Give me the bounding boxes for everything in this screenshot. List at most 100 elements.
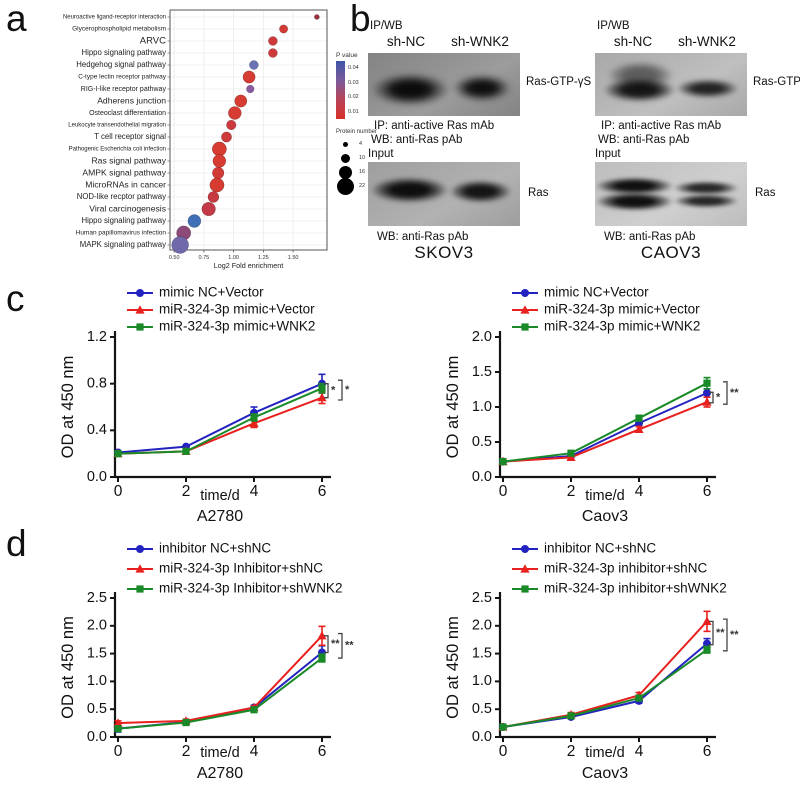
data-point bbox=[113, 718, 123, 727]
ip-caption-1: IP: anti-active Ras mAb bbox=[601, 120, 722, 132]
legend-label: miR-324-3p mimic+Vector bbox=[544, 302, 700, 317]
data-point bbox=[318, 654, 326, 662]
protein-number-row: 4 bbox=[336, 137, 398, 151]
axes: 0.0 0.4 0.8 1.2 0 2 4 6 OD at 450 nm time/d A2780 bbox=[59, 329, 331, 525]
legend-label: miR-324-3p mimic+WNK2 bbox=[544, 319, 700, 334]
sig-stars: ** bbox=[730, 387, 739, 399]
bubble-point bbox=[268, 36, 278, 46]
sig-bracket bbox=[709, 620, 714, 646]
y-axis-title: OD at 450 nm bbox=[59, 616, 77, 719]
pathway-label: MAPK signaling pathway bbox=[80, 240, 166, 249]
data-point bbox=[520, 564, 530, 573]
band-label-ras: Ras bbox=[755, 187, 776, 199]
lane-label-sh-nc: sh-NC bbox=[386, 34, 426, 49]
bubble-point bbox=[207, 191, 220, 203]
bubble-point bbox=[314, 14, 320, 20]
axes: 0.0 0.5 1.0 1.5 2.0 2.5 0 2 4 6 OD at 450 nm time/d… bbox=[59, 590, 331, 782]
band-label-ras-gtp: Ras-GTP-γS bbox=[753, 76, 800, 88]
sig-bracket bbox=[338, 632, 343, 659]
y-tick-label: 1.0 bbox=[472, 399, 492, 415]
x-tick-label: 4 bbox=[635, 743, 644, 760]
cell-line-name: CAOV3 bbox=[640, 243, 702, 262]
series-line bbox=[502, 648, 708, 728]
sig-stars: ** bbox=[716, 627, 725, 639]
legend-label: mimic NC+Vector bbox=[159, 285, 264, 300]
y-tick-label: 0.5 bbox=[87, 701, 107, 717]
sig-stars: ** bbox=[730, 629, 739, 641]
data-point bbox=[136, 289, 144, 297]
blot-band bbox=[369, 177, 449, 203]
data-point bbox=[634, 424, 644, 433]
sig-bracket bbox=[324, 635, 329, 654]
chart-legend: inhibitor NC+shNC miR-324-3p inhibitor+sh… bbox=[512, 541, 727, 596]
sig-bracket bbox=[709, 391, 714, 404]
data-point bbox=[702, 397, 712, 406]
data-point bbox=[567, 449, 575, 457]
bubble-point bbox=[187, 214, 202, 228]
x-tick-label: 4 bbox=[250, 743, 259, 760]
bubble-point bbox=[226, 119, 237, 131]
bubble-point bbox=[212, 154, 227, 168]
ip-caption-2: WB: anti-Ras pAb bbox=[598, 134, 690, 146]
input-caption: WB: anti-Ras pAb bbox=[377, 231, 469, 243]
y-axis-title: OD at 450 nm bbox=[444, 356, 462, 459]
x-axis-title: time/d bbox=[585, 488, 625, 504]
pathway-label: AMPK signal pathway bbox=[82, 167, 166, 177]
bubble-point bbox=[221, 131, 232, 143]
band-label-ras-gtp: Ras-GTP-γS bbox=[526, 76, 592, 88]
data-point bbox=[520, 305, 530, 314]
x-tick-label: 2 bbox=[182, 483, 191, 500]
western-blot-ip bbox=[368, 53, 520, 116]
plot-frame bbox=[169, 9, 328, 251]
y-tick-label: 2.5 bbox=[472, 590, 492, 606]
series bbox=[498, 610, 712, 731]
legend-label: miR-324-3p inhibitor+shWNK2 bbox=[544, 581, 727, 596]
band-label-ras: Ras bbox=[528, 187, 549, 199]
pathway-enrichment-bubble-chart: Neuroactive ligand-receptor interaction G… bbox=[63, 9, 328, 270]
x-tick-label: 6 bbox=[318, 743, 327, 760]
blot-band bbox=[384, 80, 437, 99]
size-label: 16 bbox=[359, 169, 366, 175]
lane-label-sh-wnk2: sh-WNK2 bbox=[678, 34, 736, 49]
pvalue-colorbar-labels: 0.04 0.03 0.02 0.01 bbox=[348, 61, 359, 119]
y-tick-label: 0.8 bbox=[87, 375, 107, 391]
blot-band bbox=[595, 192, 675, 212]
data-point bbox=[135, 305, 145, 314]
protein-number-legend-title: Protein number bbox=[336, 129, 378, 135]
pathway-label: Hippo signaling pathway bbox=[81, 216, 166, 225]
western-blot-input bbox=[368, 162, 520, 226]
x-tick-label: 0 bbox=[499, 483, 508, 500]
x-tick-label: 6 bbox=[703, 743, 712, 760]
chart-title: A2780 bbox=[197, 765, 243, 782]
input-heading: Input bbox=[595, 148, 621, 160]
data-point bbox=[318, 384, 326, 392]
x-tick-label: 0 bbox=[499, 743, 508, 760]
pathway-label: Leukocyte transendothelial migration bbox=[68, 123, 166, 129]
data-point bbox=[521, 585, 529, 593]
bubble-point bbox=[228, 106, 242, 120]
pathway-label: Viral carcinogenesis bbox=[89, 203, 166, 213]
panel-a-label: a bbox=[6, 0, 27, 39]
bubble-point bbox=[268, 48, 278, 58]
blot-band bbox=[675, 79, 740, 99]
x-tick-label: 6 bbox=[318, 483, 327, 500]
series-line bbox=[502, 620, 708, 728]
western-blot-ip bbox=[595, 53, 747, 116]
data-point bbox=[499, 723, 507, 731]
series bbox=[499, 388, 711, 466]
series-line bbox=[117, 651, 323, 730]
y-tick-label: 1.0 bbox=[87, 673, 107, 689]
x-tick-label: 0.75 bbox=[199, 255, 210, 261]
series bbox=[114, 653, 326, 733]
size-dot bbox=[342, 141, 348, 147]
proliferation-chart-d-a2780: inhibitor NC+shNC miR-324-3p Inhibitor+sh… bbox=[59, 541, 354, 782]
protein-number-row: 22 bbox=[336, 177, 398, 195]
data-point bbox=[635, 414, 643, 422]
data-point bbox=[317, 631, 327, 640]
pathway-label: Osteoclast differentiation bbox=[89, 110, 166, 117]
blot-band bbox=[672, 180, 740, 195]
x-tick-label: 4 bbox=[250, 483, 259, 500]
pvalue-tick: 0.02 bbox=[348, 94, 359, 101]
pathway-label: Adherens junction bbox=[97, 95, 166, 105]
